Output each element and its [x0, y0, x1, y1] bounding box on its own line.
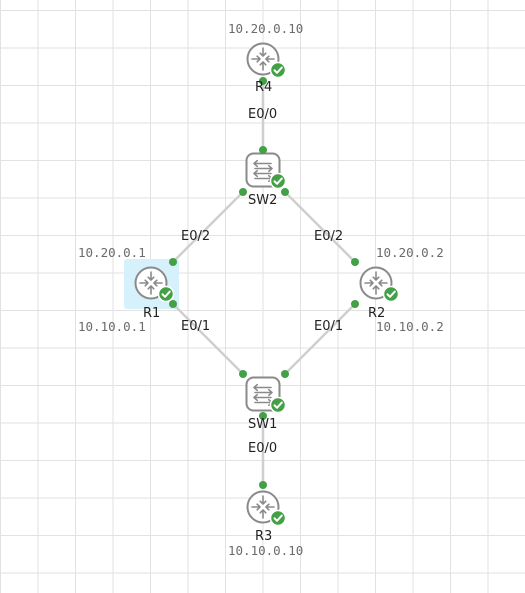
node-label-sw2: SW2: [248, 193, 278, 208]
status-ok-icon: [269, 509, 287, 527]
router-arrows-icon: [251, 47, 275, 71]
link-endpoint[interactable]: [259, 481, 267, 489]
status-ok-icon: [382, 285, 400, 303]
link-endpoint[interactable]: [259, 77, 267, 85]
router-arrows-icon: [251, 495, 275, 519]
ip-label-r4: 10.20.0.10: [228, 21, 304, 36]
port-label-r4-sw2: E0/0: [248, 107, 278, 122]
node-sw1[interactable]: [245, 376, 287, 414]
node-r4[interactable]: [246, 42, 287, 79]
link-sw2-r1[interactable]: [172, 191, 244, 263]
link-sw2-r2[interactable]: [284, 191, 356, 263]
port-label-sw2-r2: E0/2: [314, 229, 344, 244]
router-arrows-icon: [139, 271, 163, 295]
ip-label-r2-secondary: 10.10.0.2: [376, 319, 444, 334]
link-endpoint[interactable]: [259, 412, 267, 420]
link-endpoint[interactable]: [351, 258, 359, 266]
router-arrows-icon: [364, 271, 388, 295]
port-label-r2-sw1: E0/1: [314, 319, 344, 334]
port-label-sw1-r3: E0/0: [248, 441, 278, 456]
link-endpoint[interactable]: [239, 370, 247, 378]
link-endpoint[interactable]: [281, 188, 289, 196]
node-label-r2: R2: [368, 306, 386, 321]
node-label-sw1: SW1: [248, 417, 278, 432]
ip-label-r3: 10.10.0.10: [228, 543, 304, 558]
link-endpoint[interactable]: [169, 300, 177, 308]
link-endpoint[interactable]: [281, 370, 289, 378]
node-label-r3: R3: [255, 529, 273, 544]
node-r2[interactable]: [359, 266, 400, 303]
node-label-r1: R1: [143, 306, 161, 321]
link-r1-sw1[interactable]: [172, 303, 244, 375]
port-label-r1-sw1: E0/1: [181, 319, 211, 334]
port-label-sw2-r1: E0/2: [181, 229, 211, 244]
ip-label-r2: 10.20.0.2: [376, 245, 444, 260]
ip-label-r1: 10.20.0.1: [78, 245, 146, 260]
link-endpoint[interactable]: [351, 300, 359, 308]
node-r3[interactable]: [246, 490, 287, 527]
status-ok-icon: [269, 61, 287, 79]
ip-label-r1-secondary: 10.10.0.1: [78, 319, 146, 334]
status-ok-icon: [269, 396, 287, 414]
link-r2-sw1[interactable]: [284, 303, 356, 375]
link-endpoint[interactable]: [169, 258, 177, 266]
status-ok-icon: [157, 285, 175, 303]
node-label-r4: R4: [255, 80, 273, 95]
node-sw2[interactable]: [245, 152, 287, 190]
status-ok-icon: [269, 172, 287, 190]
node-r1[interactable]: [134, 266, 175, 303]
link-endpoint[interactable]: [239, 188, 247, 196]
link-endpoint[interactable]: [259, 146, 267, 154]
